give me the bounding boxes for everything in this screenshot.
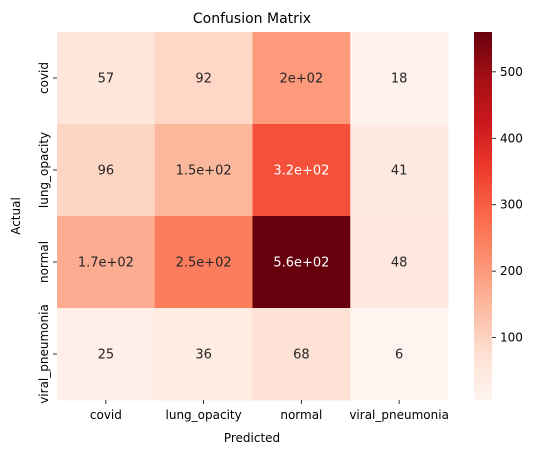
- heatmap-cell: [154, 32, 253, 125]
- heatmap-cell: [154, 124, 253, 217]
- cell-value-label: 25: [98, 348, 115, 363]
- heatmap-cell: [154, 308, 253, 401]
- heatmap-cell: [57, 308, 156, 401]
- x-tick-labels: covid lung_opacity normal viral_pneumonia: [90, 400, 449, 422]
- cell-value-label: 48: [391, 256, 408, 271]
- heatmap-cell: [57, 124, 156, 217]
- colorbar-tick-label: 500: [500, 65, 523, 79]
- x-tick-label: lung_opacity: [166, 408, 242, 422]
- cell-value-label: 68: [293, 348, 310, 363]
- heatmap-cell: [252, 308, 351, 401]
- chart-title: Confusion Matrix: [193, 11, 311, 27]
- colorbar-tick-label: 300: [500, 198, 523, 212]
- cell-value-label: 41: [391, 164, 408, 179]
- colorbar: [474, 32, 492, 400]
- cell-value-label: 18: [391, 72, 408, 87]
- cell-value-label: 6: [395, 348, 403, 363]
- colorbar-tick-label: 200: [500, 264, 523, 278]
- y-tick-label: covid: [37, 62, 51, 94]
- cell-value-label: 3.2e+02: [273, 164, 329, 179]
- colorbar-ticks: 100 200 300 400 500: [492, 65, 523, 345]
- cell-value-label: 2e+02: [280, 72, 324, 87]
- heatmap-cell: [252, 124, 351, 217]
- heatmap-cell: [57, 216, 156, 309]
- heatmap-cell: [350, 308, 449, 401]
- x-tick-label: viral_pneumonia: [349, 408, 449, 422]
- heatmap-cells: 57 92 2e+02 18 96 1.5e+02 3.2e+02 41 1.7e+02 2.5e…: [57, 32, 449, 401]
- cell-value-label: 1.5e+02: [176, 164, 232, 179]
- cell-value-label: 1.7e+02: [78, 256, 134, 271]
- cell-value-label: 92: [195, 72, 212, 87]
- heatmap-cell: [350, 124, 449, 217]
- heatmap-cell: [57, 32, 156, 125]
- x-tick-label: normal: [280, 408, 322, 422]
- y-tick-label: normal: [37, 241, 51, 283]
- colorbar-tick-label: 400: [500, 131, 523, 145]
- x-tick-label: covid: [90, 408, 122, 422]
- y-tick-label: viral_pneumonia: [37, 304, 51, 404]
- heatmap-cell: [154, 216, 253, 309]
- cell-value-label: 5.6e+02: [273, 256, 329, 271]
- y-tick-label: lung_opacity: [37, 132, 51, 208]
- heatmap-cell: [252, 32, 351, 125]
- x-axis-label: Predicted: [224, 431, 280, 445]
- heatmap-cell: [350, 32, 449, 125]
- heatmap-cell: [350, 216, 449, 309]
- colorbar-tick-label: 100: [500, 331, 523, 345]
- heatmap-cell: [252, 216, 351, 309]
- cell-value-label: 2.5e+02: [176, 256, 232, 271]
- cell-value-label: 96: [98, 164, 115, 179]
- y-axis-label: Actual: [9, 197, 23, 235]
- cell-value-label: 57: [98, 72, 115, 87]
- cell-value-label: 36: [195, 348, 212, 363]
